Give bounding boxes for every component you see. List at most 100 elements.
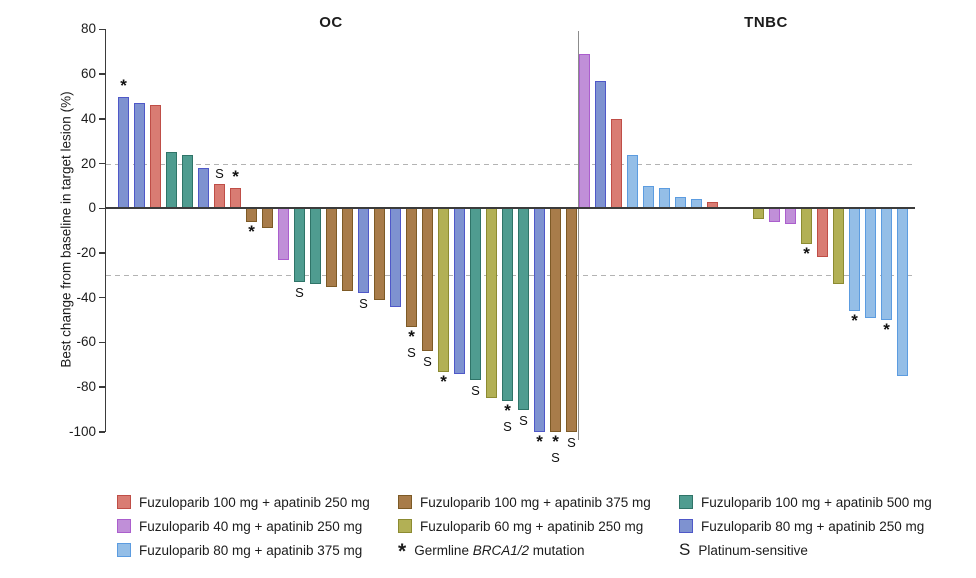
legend-item: S Platinum-sensitive: [679, 540, 808, 559]
bar: [659, 188, 670, 209]
bar: [358, 208, 369, 294]
legend-label: Fuzuloparib 80 mg + apatinib 375 mg: [139, 542, 363, 558]
legend-swatch: [117, 519, 131, 533]
legend-label: Fuzuloparib 40 mg + apatinib 250 mg: [139, 518, 363, 534]
bar: [550, 208, 561, 432]
legend-swatch: [117, 543, 131, 557]
bar: [566, 208, 577, 432]
bar: [294, 208, 305, 283]
brca-mutation-mark: *: [803, 244, 810, 264]
y-tick-label: 20: [80, 155, 96, 171]
legend-label: Platinum-sensitive: [698, 542, 808, 558]
bar: [438, 208, 449, 372]
bar: [486, 208, 497, 399]
panel-title-oc: OC: [319, 14, 343, 31]
bar: [198, 168, 209, 209]
y-tick-label: 0: [88, 200, 96, 216]
bar: [262, 208, 273, 229]
y-axis-tick: [98, 207, 105, 209]
reference-line-dashed: [106, 163, 915, 165]
bar: [833, 208, 844, 285]
bar: [579, 54, 590, 209]
legend-swatch: [679, 519, 693, 533]
bar: [182, 154, 193, 209]
bar: [134, 103, 145, 209]
legend-item: * Germline BRCA1/2 mutation: [398, 540, 585, 563]
bar: [342, 208, 353, 292]
y-axis-tick: [98, 118, 105, 120]
brca-mutation-mark: *: [408, 326, 415, 346]
platinum-sensitive-mark: S: [503, 418, 512, 434]
bar: [502, 208, 513, 401]
platinum-sensitive-mark: S: [295, 285, 304, 301]
bar: [454, 208, 465, 374]
legend-label: Fuzuloparib 100 mg + apatinib 250 mg: [139, 494, 370, 510]
bar: [534, 208, 545, 432]
y-tick-label: 40: [80, 110, 96, 126]
platinum-sensitive-mark: S: [423, 354, 432, 370]
brca-mutation-mark: *: [851, 311, 858, 331]
bar: [150, 105, 161, 209]
brca-mutation-mark: *: [440, 371, 447, 391]
y-axis-tick: [98, 73, 105, 75]
legend-item: Fuzuloparib 40 mg + apatinib 250 mg: [117, 518, 362, 534]
legend-item: Fuzuloparib 100 mg + apatinib 375 mg: [398, 494, 651, 510]
y-tick-label: -80: [76, 379, 96, 395]
bar: [470, 208, 481, 381]
bar: [611, 118, 622, 209]
bar: [518, 208, 529, 410]
bar: [326, 208, 337, 287]
bar: [390, 208, 401, 307]
platinum-sensitive-mark: S: [519, 412, 528, 428]
platinum-sensitive-mark: S: [551, 449, 560, 465]
y-axis-tick: [98, 297, 105, 299]
legend-swatch: [679, 495, 693, 509]
y-axis-tick: [98, 386, 105, 388]
bar: [230, 188, 241, 209]
platinum-sensitive-mark: S: [359, 296, 368, 312]
y-tick-label: -20: [76, 245, 96, 260]
y-tick-label: 60: [80, 66, 96, 82]
bar: [817, 208, 828, 258]
bar: [310, 208, 321, 285]
platinum-sensitive-mark: S: [407, 344, 416, 360]
panel-title-tnbc: TNBC: [744, 14, 788, 31]
brca-mutation-mark: *: [536, 431, 543, 451]
legend-item: Fuzuloparib 100 mg + apatinib 500 mg: [679, 494, 932, 510]
bar: [595, 80, 606, 209]
y-axis-line: [104, 29, 106, 432]
y-axis-tick: [98, 162, 105, 165]
bar: [422, 208, 433, 352]
y-tick-label: -40: [76, 289, 96, 305]
platinum-sensitive-mark: S: [567, 434, 576, 450]
brca-mutation-mark: *: [232, 167, 239, 187]
bar: [278, 208, 289, 260]
platinum-sensitive-legend-icon: S: [679, 540, 691, 559]
brca-mutation-mark: *: [552, 431, 559, 451]
bar: [897, 208, 908, 376]
legend-label: Fuzuloparib 60 mg + apatinib 250 mg: [420, 518, 644, 534]
y-axis-tick: [98, 431, 105, 433]
bar: [769, 208, 780, 222]
bar: [118, 96, 129, 209]
bar: [865, 208, 876, 318]
zero-baseline: [106, 207, 915, 210]
bar: [627, 154, 638, 209]
bar: [753, 208, 764, 220]
brca-mutation-legend-icon: *: [398, 540, 407, 563]
bar: [801, 208, 812, 245]
bar: [406, 208, 417, 327]
y-axis-tick: [98, 252, 105, 254]
brca-mutation-mark: *: [248, 221, 255, 241]
bar: [849, 208, 860, 312]
bar: [881, 208, 892, 321]
legend: Fuzuloparib 100 mg + apatinib 250 mg Fuzu…: [0, 494, 976, 564]
panel-separator: [578, 31, 579, 440]
y-axis-tick: [98, 341, 105, 344]
legend-item: Fuzuloparib 100 mg + apatinib 250 mg: [117, 494, 370, 510]
legend-item: Fuzuloparib 80 mg + apatinib 375 mg: [117, 542, 362, 558]
legend-item: Fuzuloparib 60 mg + apatinib 250 mg: [398, 518, 643, 534]
bar: [166, 152, 177, 209]
